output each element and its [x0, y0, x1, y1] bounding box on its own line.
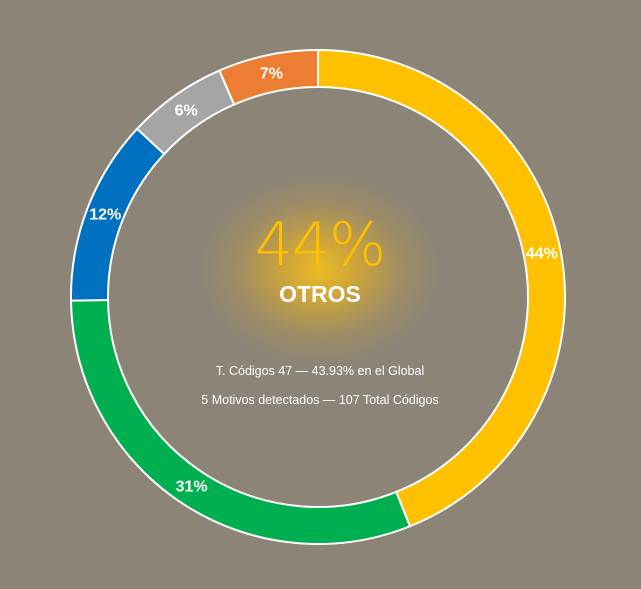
center-percentage: 44%: [254, 210, 386, 280]
center-glow: [200, 175, 440, 365]
center-summary: 44% OTROS: [170, 212, 470, 308]
slice-label-4: 6%: [175, 102, 198, 119]
donut-slices: [70, 48, 566, 545]
slice-labels: 44% 31% 12% 6% 7%: [89, 65, 558, 495]
donut-slice-5: [218, 48, 319, 106]
slice-label-5: 7%: [260, 65, 283, 82]
slice-label-3: 12%: [89, 207, 121, 224]
center-category-title: OTROS: [279, 281, 361, 307]
donut-slice-2: [70, 299, 412, 545]
info-line-codes: T. Códigos 47 — 43.93% en el Global: [215, 364, 425, 378]
summary-info: T. Códigos 47 — 43.93% en el Global 5 Mo…: [120, 362, 520, 420]
info-line-motives: 5 Motivos detectados — 107 Total Códigos: [201, 393, 439, 407]
slice-label-2: 31%: [176, 478, 208, 495]
slice-label-1: 44%: [526, 245, 558, 262]
donut-slice-1: [317, 48, 566, 528]
